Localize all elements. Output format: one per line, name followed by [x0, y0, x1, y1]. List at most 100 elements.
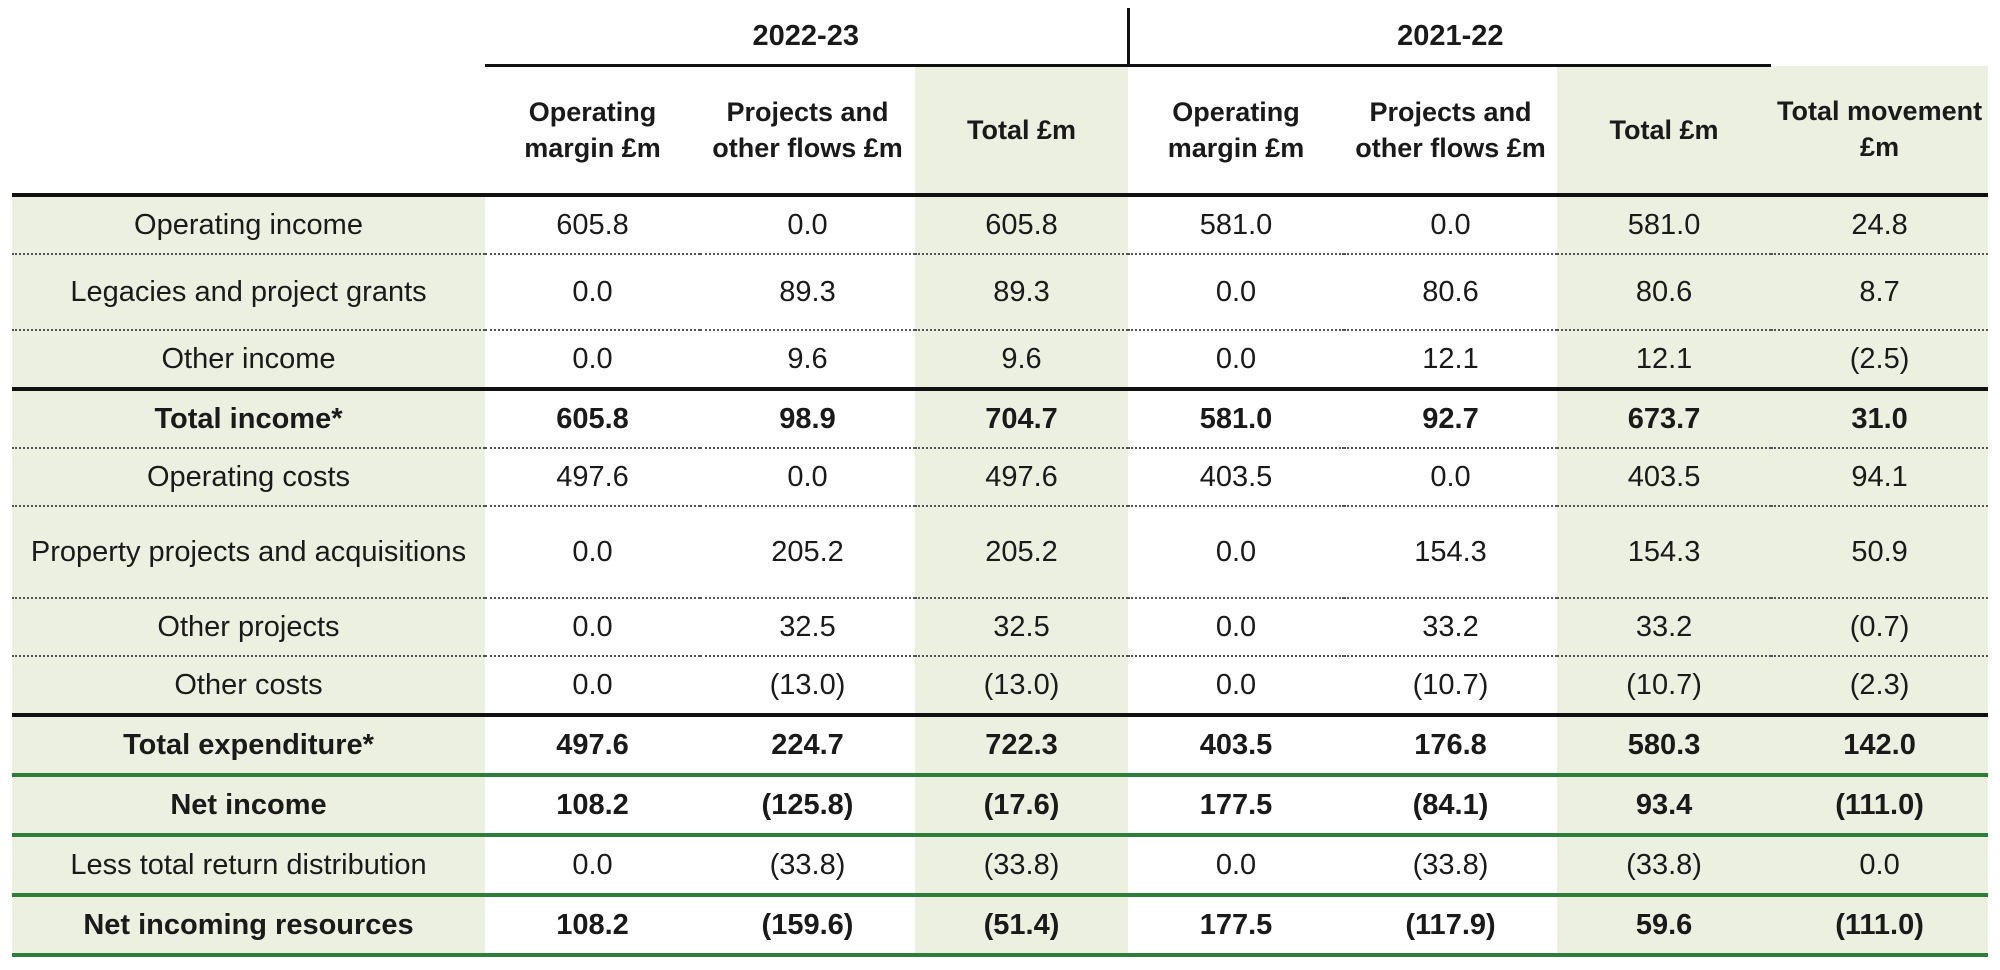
- table-row: Other costs 0.0 (13.0) (13.0) 0.0 (10.7) (10.7…: [12, 656, 1989, 717]
- cell-total-movement: 50.9: [1771, 506, 1989, 599]
- cell-operating-margin-2022-23: 0.0: [485, 598, 700, 657]
- header-blank: [12, 8, 485, 66]
- table-row: Total income* 605.8 98.9 704.7 581.0 92.7 673.…: [12, 389, 1989, 449]
- cell-projects-flows-2021-22: 92.7: [1344, 389, 1558, 449]
- cell-operating-margin-2021-22: 0.0: [1128, 506, 1345, 599]
- cell-total-2022-23: 497.6: [915, 448, 1129, 507]
- cell-projects-flows-2022-23: 9.6: [700, 330, 915, 391]
- cell-projects-flows-2022-23: (13.0): [700, 656, 915, 717]
- cell-operating-margin-2021-22: 0.0: [1128, 656, 1345, 717]
- cell-projects-flows-2021-22: 154.3: [1344, 506, 1558, 599]
- cell-projects-flows-2022-23: 98.9: [700, 389, 915, 449]
- table-row: Other projects 0.0 32.5 32.5 0.0 33.2 33.2 (0.7…: [12, 598, 1989, 657]
- cell-projects-flows-2022-23: (125.8): [700, 775, 915, 837]
- cell-total-2022-23: 89.3: [915, 254, 1129, 331]
- cell-total-movement: 0.0: [1771, 835, 1989, 897]
- cell-total-movement: (111.0): [1771, 895, 1989, 957]
- cell-total-2022-23: 205.2: [915, 506, 1129, 599]
- row-label: Less total return distribution: [12, 835, 485, 897]
- cell-total-movement: (2.5): [1771, 330, 1989, 391]
- column-header-label: [12, 65, 485, 197]
- cell-total-movement: 94.1: [1771, 448, 1989, 507]
- row-label: Total expenditure*: [12, 715, 485, 777]
- table-row: Property projects and acquisitions 0.0 205…: [12, 506, 1989, 599]
- column-header: Operating margin £m: [1128, 65, 1345, 197]
- row-label: Operating costs: [12, 448, 485, 507]
- cell-total-movement: 31.0: [1771, 389, 1989, 449]
- cell-projects-flows-2021-22: (84.1): [1344, 775, 1558, 837]
- row-label: Net incoming resources: [12, 895, 485, 957]
- year-header-row: 2022-23 2021-22: [12, 8, 1988, 67]
- cell-total-2022-23: 704.7: [915, 389, 1129, 449]
- cell-projects-flows-2022-23: 89.3: [700, 254, 915, 331]
- cell-total-2022-23: 722.3: [915, 715, 1129, 777]
- cell-projects-flows-2021-22: 176.8: [1344, 715, 1558, 777]
- cell-total-2022-23: 32.5: [915, 598, 1129, 657]
- cell-operating-margin-2022-23: 0.0: [485, 254, 700, 331]
- cell-operating-margin-2021-22: 0.0: [1128, 835, 1345, 897]
- cell-operating-margin-2022-23: 497.6: [485, 448, 700, 507]
- column-header: Total £m: [915, 65, 1129, 197]
- cell-operating-margin-2022-23: 0.0: [485, 506, 700, 599]
- cell-total-2022-23: (17.6): [915, 775, 1129, 837]
- cell-total-2021-22: 33.2: [1557, 598, 1772, 657]
- cell-projects-flows-2021-22: (117.9): [1344, 895, 1558, 957]
- cell-total-2022-23: (51.4): [915, 895, 1129, 957]
- table-row: Net incoming resources 108.2 (159.6) (51.4)…: [12, 895, 1989, 957]
- column-header: Operating margin £m: [485, 65, 700, 197]
- cell-projects-flows-2022-23: 0.0: [700, 195, 915, 255]
- row-label: Other costs: [12, 656, 485, 717]
- table-row: Operating costs 497.6 0.0 497.6 403.5 0.0 403.…: [12, 448, 1989, 507]
- cell-projects-flows-2021-22: 0.0: [1344, 195, 1558, 255]
- cell-total-movement: (2.3): [1771, 656, 1989, 717]
- cell-projects-flows-2022-23: (33.8): [700, 835, 915, 897]
- row-label: Property projects and acquisitions: [12, 506, 485, 599]
- cell-projects-flows-2022-23: 224.7: [700, 715, 915, 777]
- cell-total-2021-22: 154.3: [1557, 506, 1772, 599]
- cell-total-2021-22: 93.4: [1557, 775, 1772, 837]
- cell-total-2021-22: 80.6: [1557, 254, 1772, 331]
- cell-operating-margin-2021-22: 403.5: [1128, 715, 1345, 777]
- cell-total-2021-22: 59.6: [1557, 895, 1772, 957]
- cell-total-2022-23: 9.6: [915, 330, 1129, 391]
- row-label: Net income: [12, 775, 485, 837]
- cell-operating-margin-2021-22: 177.5: [1128, 895, 1345, 957]
- cell-total-2021-22: 580.3: [1557, 715, 1772, 777]
- cell-total-2022-23: (33.8): [915, 835, 1129, 897]
- column-header: Total £m: [1557, 65, 1772, 197]
- cell-operating-margin-2021-22: 177.5: [1128, 775, 1345, 837]
- income-expenditure-table: 2022-23 2021-22 Operating margin £m Proj…: [12, 8, 1989, 957]
- column-header: Total movement £m: [1771, 65, 1989, 197]
- cell-total-movement: 8.7: [1771, 254, 1989, 331]
- cell-operating-margin-2021-22: 0.0: [1128, 598, 1345, 657]
- cell-projects-flows-2021-22: 12.1: [1344, 330, 1558, 391]
- header-blank: [1771, 8, 1988, 66]
- cell-projects-flows-2021-22: (33.8): [1344, 835, 1558, 897]
- table-body: Operating income 605.8 0.0 605.8 581.0 0.0 581…: [12, 195, 1989, 957]
- cell-total-2021-22: 581.0: [1557, 195, 1772, 255]
- row-label: Total income*: [12, 389, 485, 449]
- cell-operating-margin-2021-22: 581.0: [1128, 195, 1345, 255]
- cell-total-2021-22: 673.7: [1557, 389, 1772, 449]
- cell-total-movement: 142.0: [1771, 715, 1989, 777]
- cell-operating-margin-2022-23: 605.8: [485, 195, 700, 255]
- table-row: Total expenditure* 497.6 224.7 722.3 403.5 17…: [12, 715, 1989, 777]
- table-row: Legacies and project grants 0.0 89.3 89.3 0.…: [12, 254, 1989, 331]
- year-header-current: 2022-23: [485, 8, 1130, 67]
- cell-projects-flows-2022-23: 0.0: [700, 448, 915, 507]
- cell-projects-flows-2022-23: 32.5: [700, 598, 915, 657]
- table-row: Less total return distribution 0.0 (33.8)(…: [12, 835, 1989, 897]
- table-row: Other income 0.0 9.6 9.6 0.0 12.1 12.1 (2.5): [12, 330, 1989, 391]
- cell-operating-margin-2021-22: 0.0: [1128, 330, 1345, 391]
- cell-projects-flows-2022-23: (159.6): [700, 895, 915, 957]
- cell-projects-flows-2021-22: 33.2: [1344, 598, 1558, 657]
- cell-operating-margin-2022-23: 108.2: [485, 775, 700, 837]
- cell-total-2021-22: (10.7): [1557, 656, 1772, 717]
- cell-operating-margin-2022-23: 497.6: [485, 715, 700, 777]
- cell-total-2021-22: (33.8): [1557, 835, 1772, 897]
- table-row: Net income 108.2 (125.8) (17.6) 177.5 (84.1) 9…: [12, 775, 1989, 837]
- table-row: Operating income 605.8 0.0 605.8 581.0 0.0 581…: [12, 195, 1989, 255]
- row-label: Operating income: [12, 195, 485, 255]
- cell-total-2021-22: 12.1: [1557, 330, 1772, 391]
- cell-operating-margin-2022-23: 0.0: [485, 330, 700, 391]
